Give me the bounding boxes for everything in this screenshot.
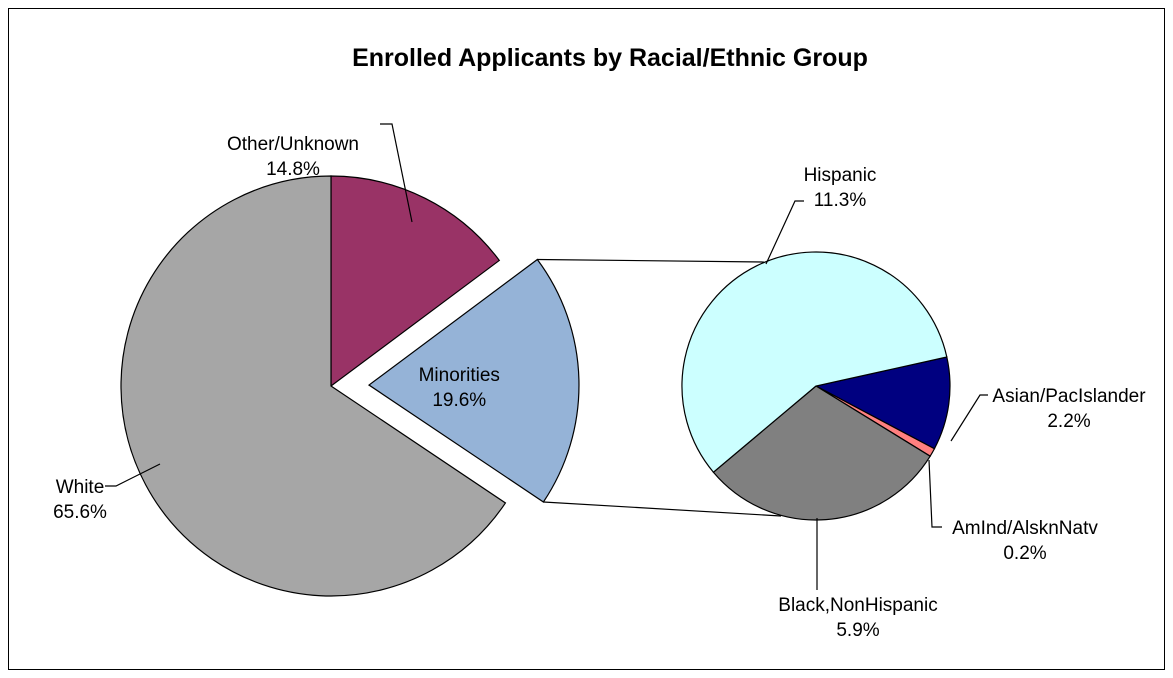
connector-line-top bbox=[537, 258, 765, 263]
other-unknown-label: Other/Unknown bbox=[227, 134, 359, 155]
main-pie-slice-minorities bbox=[367, 258, 580, 503]
amind-alsknnatv-value-label: 0.2% bbox=[1003, 543, 1046, 564]
minorities-value-label: 19.6% bbox=[432, 390, 486, 411]
breakdown-slice-asian-pacislander bbox=[814, 356, 951, 450]
white-leader-line bbox=[105, 463, 161, 487]
amind-alsknnatv-leader-line bbox=[928, 459, 942, 528]
main-pie-slice-white bbox=[120, 175, 507, 597]
main-pie bbox=[120, 175, 580, 597]
asian-pacislander-value-label: 2.2% bbox=[1047, 411, 1090, 432]
chart-title: Enrolled Applicants by Racial/Ethnic Gro… bbox=[352, 44, 868, 72]
breakdown-slice-hispanic bbox=[681, 251, 948, 474]
main-pie-slice-other-unknown bbox=[330, 175, 501, 388]
hispanic-value-label: 11.3% bbox=[814, 190, 867, 211]
amind-alsknnatv-label: AmInd/AlsknNatv bbox=[952, 518, 1098, 539]
connector-line-bottom bbox=[543, 501, 782, 517]
hispanic-label: Hispanic bbox=[804, 165, 877, 186]
black-nonhispanic-label: Black,NonHispanic bbox=[778, 595, 937, 616]
black-nonhispanic-value-label: 5.9% bbox=[836, 620, 879, 641]
other-unknown-leader-line bbox=[380, 123, 413, 223]
minorities-label: Minorities bbox=[419, 365, 500, 386]
asian-pacislander-leader-line bbox=[950, 394, 988, 442]
white-label: White bbox=[56, 477, 105, 498]
white-value-label: 65.6% bbox=[53, 502, 107, 523]
other-unknown-value-label: 14.8% bbox=[266, 159, 320, 180]
asian-pacislander-label: Asian/PacIslander bbox=[992, 386, 1146, 407]
data-labels: Other/Unknown 14.8% White 65.6% Minorities 19… bbox=[53, 123, 1146, 641]
breakdown-slice-black-nonhispanic bbox=[712, 385, 931, 521]
hispanic-leader-line bbox=[765, 200, 804, 265]
pie-connector-lines bbox=[537, 258, 782, 517]
breakdown-pie bbox=[681, 251, 951, 521]
